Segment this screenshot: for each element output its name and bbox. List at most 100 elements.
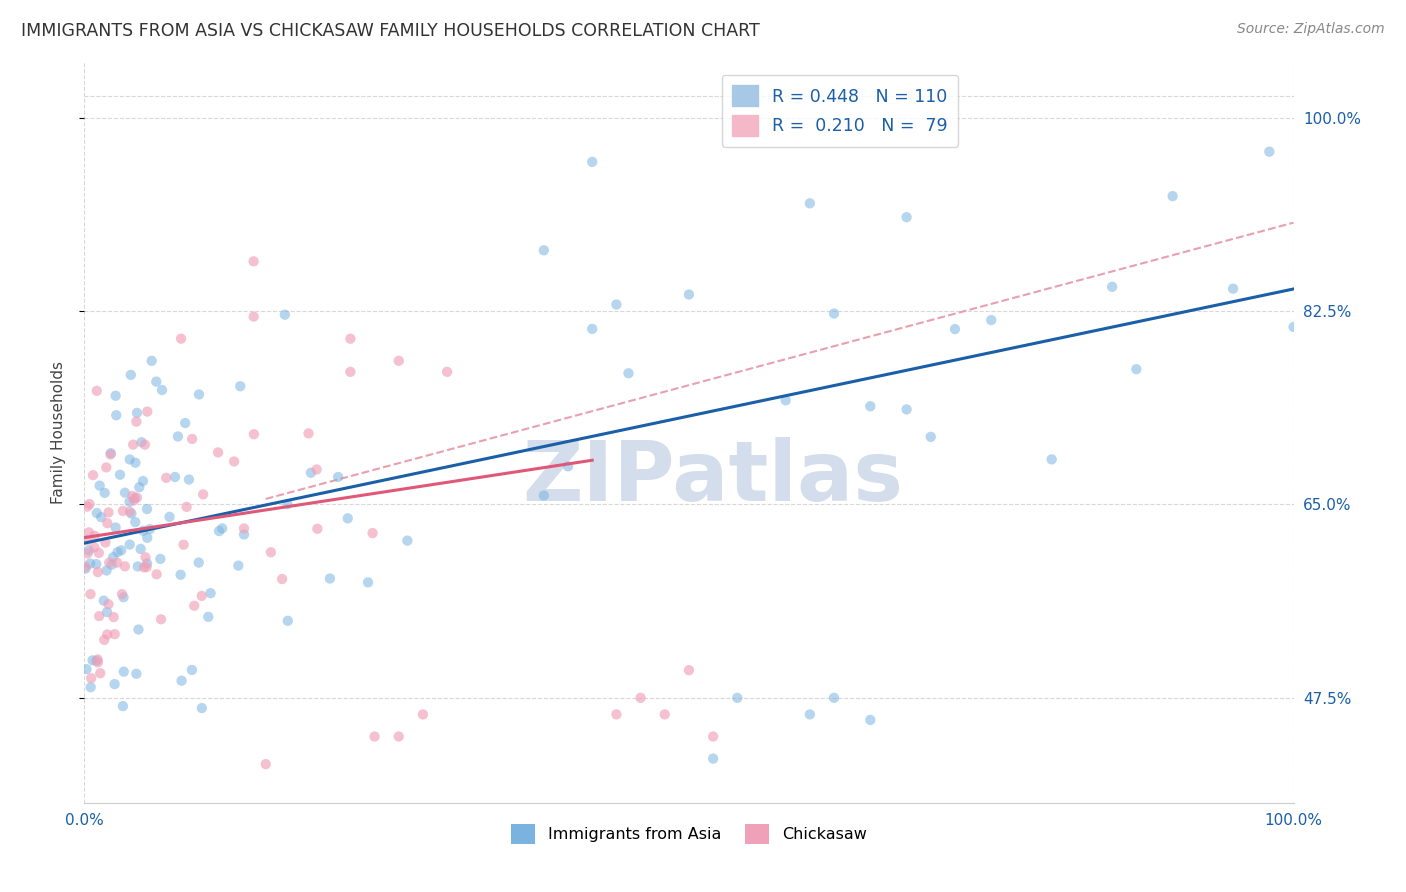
Point xyxy=(87,546,110,560)
Point xyxy=(533,488,555,502)
Point xyxy=(111,587,134,601)
Point xyxy=(305,462,328,476)
Point xyxy=(120,368,142,382)
Point xyxy=(77,543,100,558)
Point xyxy=(122,437,145,451)
Point xyxy=(83,541,105,555)
Point xyxy=(97,505,120,519)
Point xyxy=(125,666,148,681)
Point xyxy=(89,609,111,624)
Point xyxy=(111,504,134,518)
Point xyxy=(124,491,146,505)
Point xyxy=(96,460,118,475)
Point xyxy=(191,487,214,501)
Point xyxy=(122,493,145,508)
Point xyxy=(702,730,724,744)
Point xyxy=(1161,189,1184,203)
Point xyxy=(176,500,198,514)
Point xyxy=(396,533,419,548)
Point xyxy=(139,522,162,536)
Point xyxy=(775,393,797,408)
Point xyxy=(174,416,197,430)
Point xyxy=(134,437,156,451)
Point xyxy=(129,541,152,556)
Point xyxy=(605,297,627,311)
Point xyxy=(75,561,97,575)
Point xyxy=(207,445,229,459)
Point xyxy=(336,511,359,525)
Point xyxy=(77,525,100,540)
Point xyxy=(299,466,322,480)
Point xyxy=(181,432,204,446)
Point xyxy=(125,406,148,420)
Point xyxy=(125,415,148,429)
Point xyxy=(533,244,555,258)
Point xyxy=(87,565,110,579)
Point xyxy=(93,632,115,647)
Point xyxy=(82,653,104,667)
Point xyxy=(177,473,200,487)
Point xyxy=(96,627,118,641)
Point xyxy=(86,506,108,520)
Point xyxy=(1222,282,1244,296)
Point xyxy=(107,545,129,559)
Point xyxy=(159,509,181,524)
Point xyxy=(79,557,101,571)
Point xyxy=(84,557,107,571)
Point xyxy=(103,610,125,624)
Point xyxy=(145,375,167,389)
Point xyxy=(197,610,219,624)
Point xyxy=(187,556,209,570)
Point xyxy=(104,627,127,641)
Point xyxy=(242,310,264,324)
Point xyxy=(678,663,700,677)
Point xyxy=(82,468,104,483)
Point xyxy=(110,543,132,558)
Point xyxy=(1282,320,1305,334)
Point xyxy=(93,486,115,500)
Point xyxy=(124,515,146,529)
Point xyxy=(357,575,380,590)
Point xyxy=(89,666,111,681)
Point xyxy=(118,537,141,551)
Point xyxy=(79,587,101,601)
Point xyxy=(124,456,146,470)
Point xyxy=(136,502,159,516)
Point xyxy=(183,599,205,613)
Point xyxy=(104,520,127,534)
Point xyxy=(76,546,98,560)
Point xyxy=(94,535,117,549)
Point xyxy=(90,510,112,524)
Point xyxy=(896,210,918,224)
Point xyxy=(108,467,131,482)
Point xyxy=(799,707,821,722)
Point xyxy=(105,409,128,423)
Point xyxy=(127,623,149,637)
Point xyxy=(326,470,349,484)
Point xyxy=(112,591,135,605)
Point xyxy=(141,353,163,368)
Point xyxy=(307,522,329,536)
Point xyxy=(388,730,411,744)
Point xyxy=(233,521,256,535)
Point xyxy=(80,680,103,694)
Point xyxy=(163,470,186,484)
Point xyxy=(76,662,98,676)
Point xyxy=(128,480,150,494)
Point xyxy=(114,559,136,574)
Point xyxy=(167,429,190,443)
Point xyxy=(169,567,191,582)
Point xyxy=(118,452,141,467)
Point xyxy=(581,154,603,169)
Point xyxy=(1258,145,1281,159)
Point xyxy=(896,402,918,417)
Point xyxy=(191,701,214,715)
Point xyxy=(243,427,266,442)
Point xyxy=(254,757,277,772)
Point xyxy=(97,597,120,611)
Text: IMMIGRANTS FROM ASIA VS CHICKASAW FAMILY HOUSEHOLDS CORRELATION CHART: IMMIGRANTS FROM ASIA VS CHICKASAW FAMILY… xyxy=(21,22,759,40)
Point xyxy=(297,426,319,441)
Point xyxy=(120,507,142,521)
Point xyxy=(859,713,882,727)
Point xyxy=(233,527,256,541)
